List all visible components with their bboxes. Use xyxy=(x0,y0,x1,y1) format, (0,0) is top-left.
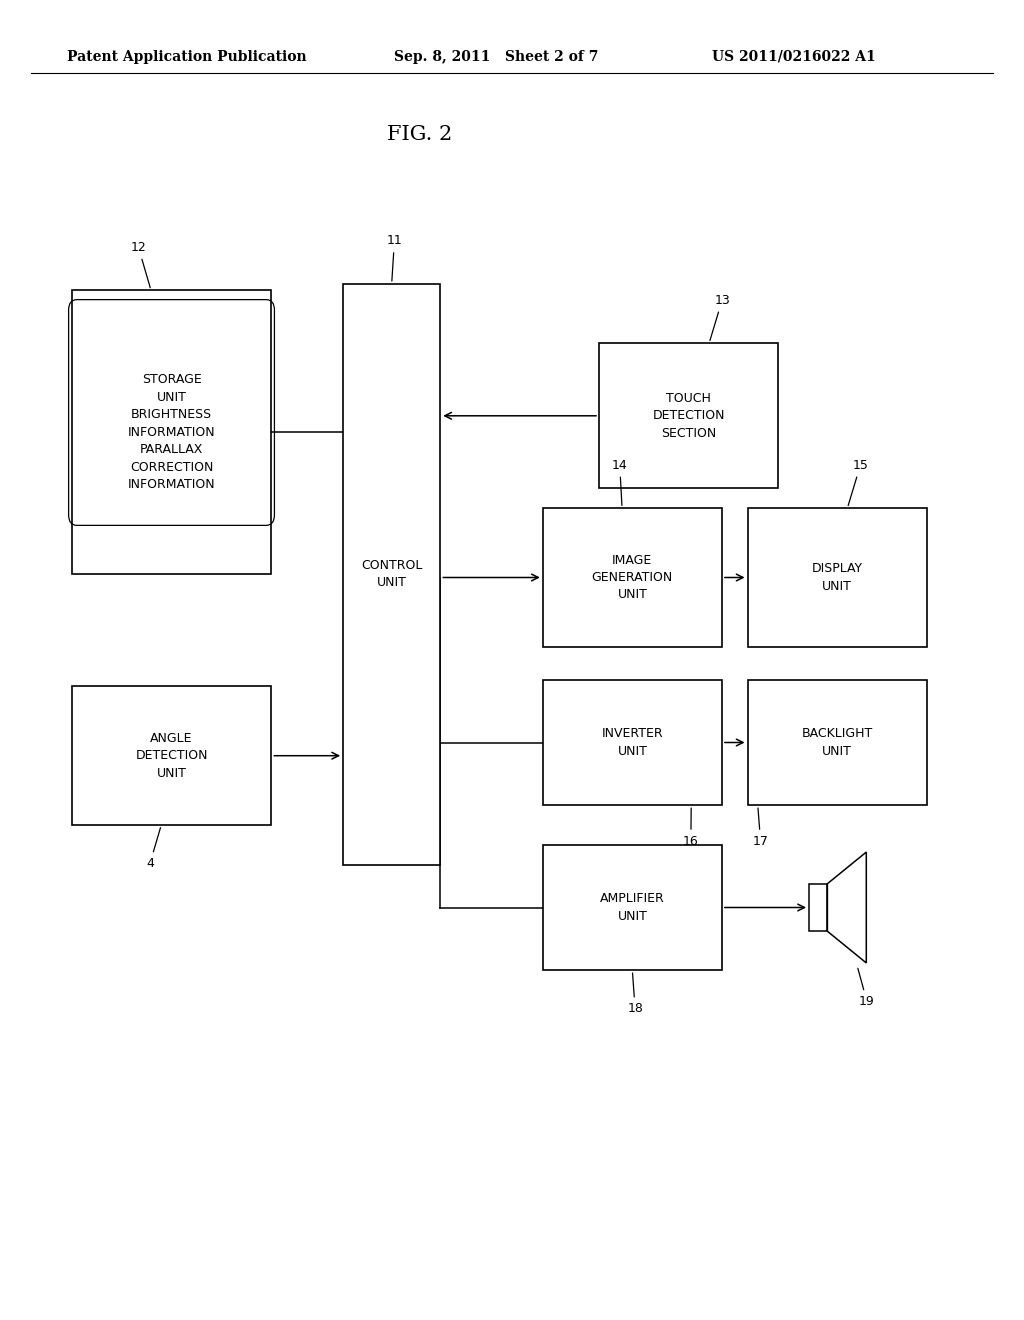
Text: INVERTER
UNIT: INVERTER UNIT xyxy=(601,727,664,758)
Text: 11: 11 xyxy=(387,234,402,281)
Text: BACKLIGHT
UNIT: BACKLIGHT UNIT xyxy=(802,727,872,758)
Text: AMPLIFIER
UNIT: AMPLIFIER UNIT xyxy=(600,892,665,923)
Text: DISPLAY
UNIT: DISPLAY UNIT xyxy=(812,562,862,593)
Text: Sep. 8, 2011   Sheet 2 of 7: Sep. 8, 2011 Sheet 2 of 7 xyxy=(394,50,599,63)
Bar xyxy=(809,884,827,932)
Bar xyxy=(543,845,722,970)
Bar xyxy=(72,290,271,574)
Text: STORAGE
UNIT
BRIGHTNESS
INFORMATION
PARALLAX
CORRECTION
INFORMATION: STORAGE UNIT BRIGHTNESS INFORMATION PARA… xyxy=(128,374,215,491)
Text: Patent Application Publication: Patent Application Publication xyxy=(67,50,306,63)
Bar xyxy=(543,508,722,647)
Text: ANGLE
DETECTION
UNIT: ANGLE DETECTION UNIT xyxy=(135,731,208,780)
Bar xyxy=(748,508,927,647)
Text: FIG. 2: FIG. 2 xyxy=(387,125,453,144)
Text: 4: 4 xyxy=(146,828,161,870)
Bar xyxy=(343,284,440,865)
Bar xyxy=(599,343,778,488)
Text: 13: 13 xyxy=(710,293,730,341)
Text: CONTROL
UNIT: CONTROL UNIT xyxy=(361,558,422,590)
Text: US 2011/0216022 A1: US 2011/0216022 A1 xyxy=(712,50,876,63)
Bar xyxy=(72,686,271,825)
Bar xyxy=(748,680,927,805)
Bar xyxy=(543,680,722,805)
Text: 14: 14 xyxy=(612,458,628,506)
Text: 15: 15 xyxy=(848,458,868,506)
Text: TOUCH
DETECTION
SECTION: TOUCH DETECTION SECTION xyxy=(652,392,725,440)
Text: 17: 17 xyxy=(753,808,769,847)
Polygon shape xyxy=(827,853,866,964)
Text: 16: 16 xyxy=(683,808,698,847)
Text: 19: 19 xyxy=(858,969,874,1008)
Text: IMAGE
GENERATION
UNIT: IMAGE GENERATION UNIT xyxy=(592,553,673,602)
Text: 12: 12 xyxy=(131,240,151,288)
Text: 18: 18 xyxy=(627,973,643,1015)
